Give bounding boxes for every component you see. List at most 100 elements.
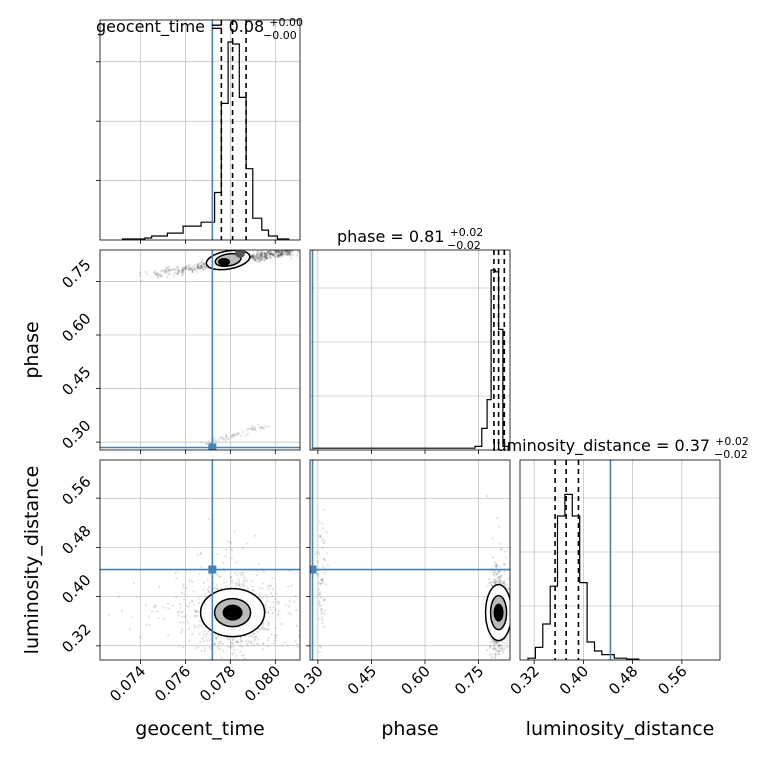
sample-point (266, 251, 269, 254)
sample-point (283, 641, 286, 644)
sample-point (287, 250, 290, 253)
sample-point (193, 266, 196, 269)
sample-point (156, 273, 159, 276)
sample-point (269, 251, 272, 254)
sample-point (500, 548, 503, 551)
sample-point (254, 636, 257, 639)
sample-point (282, 250, 285, 252)
sample-point (242, 571, 245, 574)
sample-point (259, 254, 263, 257)
sample-point (252, 635, 255, 638)
sample-point (253, 254, 256, 257)
sample-point (256, 257, 259, 260)
sample-point (495, 641, 498, 644)
sample-point (254, 259, 257, 262)
sample-point (154, 605, 157, 608)
sample-point (238, 584, 241, 587)
sample-point (144, 270, 148, 273)
sample-point (499, 647, 502, 650)
sample-point (202, 263, 205, 266)
sample-point (319, 608, 323, 611)
sample-point (242, 574, 245, 577)
panel-geocent-time-marginal (96, 19, 301, 244)
sample-point (489, 645, 492, 648)
sample-point (495, 641, 498, 644)
sample-point (274, 637, 277, 640)
sample-point (277, 602, 280, 606)
sample-point (158, 585, 161, 588)
sample-point (213, 642, 216, 645)
sample-point (167, 634, 170, 637)
sample-point (493, 578, 496, 581)
sample-point (266, 644, 270, 648)
sample-point (204, 592, 207, 595)
sample-point (195, 270, 198, 273)
sample-point (219, 647, 222, 650)
sample-point (281, 251, 284, 254)
sample-point (287, 252, 290, 255)
sample-point (502, 563, 506, 566)
sample-point (497, 650, 500, 653)
sample-point (222, 561, 225, 564)
sample-point (191, 266, 194, 269)
sample-point (233, 530, 236, 533)
sample-point (166, 271, 169, 274)
sample-point (240, 573, 243, 576)
sample-point (117, 595, 121, 598)
sample-point (185, 604, 188, 608)
sample-point (203, 267, 206, 270)
sample-point (252, 256, 255, 259)
sample-point (165, 266, 168, 269)
sample-point (280, 622, 283, 626)
sample-point (278, 255, 281, 259)
sample-point (187, 605, 190, 608)
sample-point (226, 539, 229, 543)
sample-point (197, 266, 200, 270)
sample-point (275, 250, 279, 253)
frame-luminosity_distance-vs-geocent_time (99, 459, 301, 661)
sample-point (262, 627, 265, 630)
sample-point (231, 641, 234, 645)
sample-point (181, 268, 184, 271)
sample-point (251, 255, 254, 258)
sample-point (279, 252, 282, 255)
sample-point (222, 438, 225, 441)
sample-point (191, 270, 194, 274)
sample-point (227, 638, 230, 641)
sample-point (279, 253, 282, 256)
sample-point (315, 573, 319, 576)
sample-point (284, 254, 287, 257)
sample-point (239, 584, 242, 588)
sample-point (264, 256, 267, 259)
sample-point (219, 640, 222, 643)
sample-point (271, 587, 275, 590)
sample-point (261, 582, 264, 585)
sample-point (186, 264, 189, 267)
sample-point (182, 271, 185, 274)
sample-point (288, 605, 291, 608)
sample-point (322, 541, 325, 545)
sample-point (200, 265, 203, 268)
sample-point (273, 634, 276, 637)
sample-point (257, 638, 260, 641)
sample-point (253, 632, 256, 635)
title-luminosity-distance: luminosity_distance = 0.37 +0.02 −0.02 (492, 430, 754, 461)
sample-point (295, 609, 298, 612)
sample-point (263, 252, 266, 255)
sample-point (205, 442, 209, 445)
sample-point (288, 253, 291, 256)
sample-point (223, 570, 226, 573)
sample-point (258, 260, 261, 264)
sample-point (198, 573, 201, 576)
sample-point (505, 556, 508, 559)
sample-point (166, 276, 169, 279)
sample-point (485, 649, 489, 652)
sample-point (153, 604, 156, 607)
sample-point (260, 254, 263, 257)
sample-point (494, 565, 498, 568)
sample-point (263, 252, 266, 255)
sample-point (288, 254, 291, 257)
sample-point (253, 257, 256, 260)
sample-point (199, 266, 203, 269)
sample-point (240, 571, 243, 574)
